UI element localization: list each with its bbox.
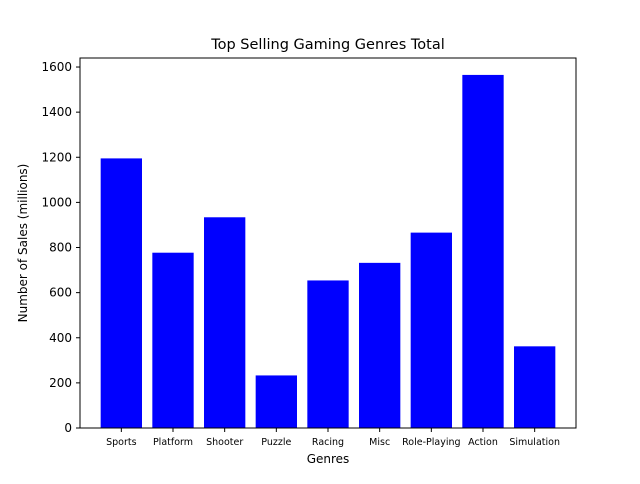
bar-sports xyxy=(100,158,142,428)
axes-layer: 0 200 400 600 800 1000 1200 1400 1600 Sports Platf… xyxy=(41,57,577,448)
x-tick-label: Simulation xyxy=(509,437,560,448)
y-tick-label: 1200 xyxy=(41,150,72,164)
x-axis-label: Genres xyxy=(307,452,350,466)
y-tick-label: 800 xyxy=(49,241,72,255)
y-tick-label: 1400 xyxy=(41,105,72,119)
y-tick-label: 1000 xyxy=(41,195,72,209)
x-tick-label: Misc xyxy=(369,437,390,448)
y-tick-label: 0 xyxy=(64,421,72,435)
bar-simulation xyxy=(514,346,556,428)
x-tick-label: Sports xyxy=(106,437,137,448)
y-tick-label: 400 xyxy=(49,331,72,345)
y-axis-label: Number of Sales (millions) xyxy=(16,164,30,323)
bar-racing xyxy=(307,280,349,428)
x-tick-label: Platform xyxy=(153,437,193,448)
bar-misc xyxy=(359,262,401,428)
x-tick-label: Racing xyxy=(312,437,344,448)
chart-title: Top Selling Gaming Genres Total xyxy=(210,37,445,53)
bar-action xyxy=(462,74,504,429)
x-tick-label: Role-Playing xyxy=(402,437,460,448)
bar-platform xyxy=(152,252,194,428)
bar-shooter xyxy=(204,217,246,428)
bars-layer xyxy=(100,74,556,429)
y-tick-label: 1600 xyxy=(41,60,72,74)
x-tick-label: Action xyxy=(468,437,498,448)
bar-role-playing xyxy=(410,232,452,428)
y-tick-label: 600 xyxy=(49,286,72,300)
x-tick-label: Shooter xyxy=(206,437,243,448)
y-tick-label: 200 xyxy=(49,376,72,390)
bar-puzzle xyxy=(255,375,297,428)
x-tick-label: Puzzle xyxy=(261,437,291,448)
